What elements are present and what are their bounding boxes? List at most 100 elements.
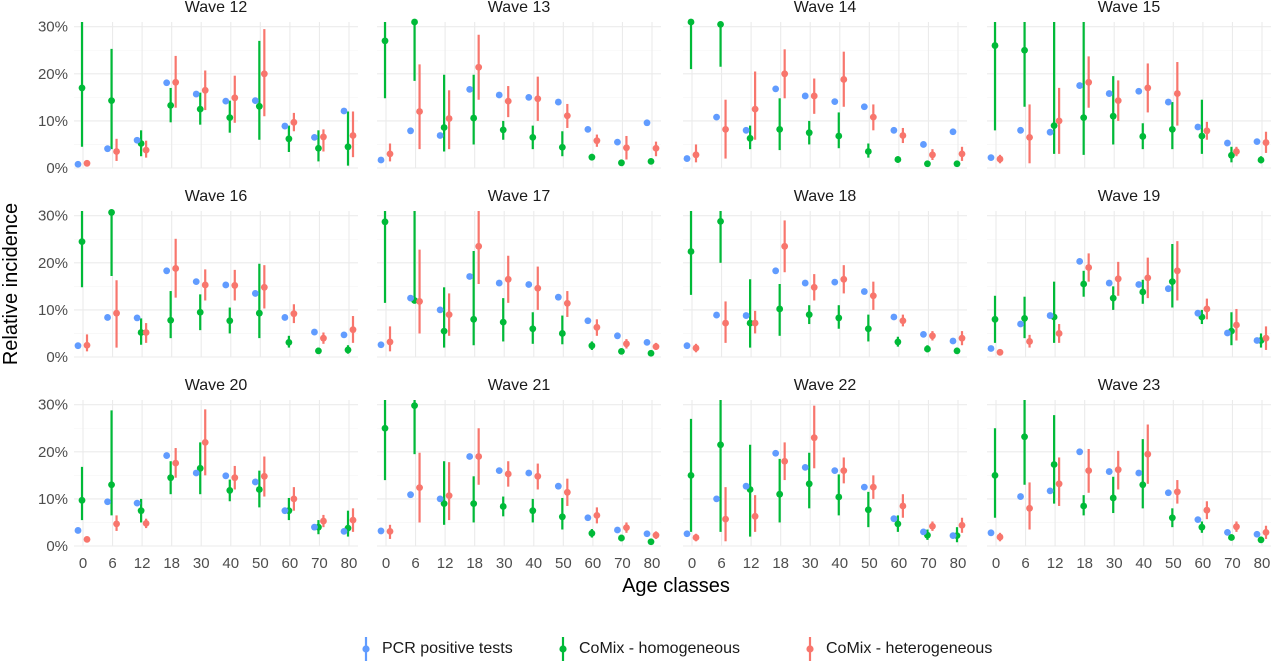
hetero-point	[840, 275, 848, 283]
pcr-point	[466, 85, 474, 93]
pcr-point	[436, 132, 444, 139]
pcr-point	[1017, 320, 1024, 328]
hetero-point	[1026, 504, 1033, 512]
homo-point	[588, 342, 596, 350]
homo-point	[344, 143, 352, 151]
pcr-point	[104, 145, 111, 153]
x-tick-label: 50	[555, 555, 572, 572]
homo-point	[647, 158, 655, 165]
pcr-point	[713, 495, 720, 503]
pcr-point	[949, 532, 957, 540]
homo-point	[618, 159, 625, 167]
hetero-point	[751, 319, 759, 327]
hetero-point	[652, 531, 660, 539]
homo-point	[470, 114, 478, 122]
homo-point	[776, 305, 784, 313]
pcr-point	[466, 453, 474, 460]
panel-title: Wave 19	[1098, 188, 1161, 205]
x-tick-label: 12	[1047, 555, 1064, 572]
pcr-point	[222, 281, 230, 289]
x-tick-label: 60	[585, 555, 602, 572]
hetero-point	[840, 467, 848, 475]
pcr-point	[436, 495, 444, 503]
hetero-point	[996, 533, 1004, 541]
hetero-point	[260, 70, 268, 78]
panel-background	[683, 211, 967, 357]
homo-point	[1109, 112, 1117, 120]
homo-point	[411, 18, 418, 26]
homo-point	[1168, 514, 1176, 522]
homo-point	[1168, 278, 1176, 286]
pcr-point	[163, 452, 171, 459]
hetero-point	[201, 438, 209, 446]
panel-background	[74, 400, 358, 546]
x-tick-label: 18	[772, 555, 789, 572]
y-tick-label: 20%	[38, 444, 68, 461]
homo-point	[805, 129, 813, 137]
homo-point	[1168, 125, 1176, 133]
homo-point	[1109, 494, 1117, 502]
pcr-point	[1135, 469, 1143, 477]
hetero-point	[1262, 334, 1270, 342]
homo-point	[1109, 294, 1117, 302]
y-tick-label: 30%	[38, 397, 68, 414]
hetero-point	[172, 459, 180, 467]
homo-point	[1080, 280, 1088, 288]
panel-title: Wave 16	[185, 188, 248, 205]
pcr-point	[643, 339, 651, 346]
homo-point	[991, 315, 999, 323]
hetero-point	[781, 457, 789, 465]
homo-point	[167, 316, 175, 324]
hetero-point	[113, 309, 120, 317]
pcr-point	[104, 498, 111, 506]
hetero-point	[142, 146, 150, 154]
y-tick-label: 30%	[38, 208, 68, 225]
pcr-point	[554, 293, 562, 301]
x-tick-label: 30	[802, 555, 819, 572]
x-tick-label: 40	[222, 555, 239, 572]
hetero-point	[810, 434, 818, 442]
hetero-point	[83, 341, 91, 349]
pcr-point	[831, 467, 839, 475]
x-tick-label: 80	[1254, 555, 1271, 572]
pcr-point	[713, 113, 720, 121]
homo-point	[776, 125, 784, 133]
pcr-point	[742, 482, 750, 490]
pcr-point	[1194, 516, 1202, 524]
pcr-point	[554, 482, 562, 490]
hetero-point	[781, 70, 789, 78]
hetero-point	[869, 292, 877, 300]
hetero-point	[1233, 523, 1240, 531]
facet-panels: Wave 12 0% 10% 20% 30% Wave 13 Wave 14 Wave 15 W…	[38, 0, 1271, 572]
pcr-point	[920, 141, 927, 148]
hetero-point	[652, 343, 660, 351]
pcr-point	[772, 85, 780, 93]
pcr-point	[920, 528, 927, 536]
homo-point	[137, 507, 145, 515]
x-axis-label: Age classes	[622, 575, 730, 597]
facet-panel: Wave 15	[987, 0, 1271, 169]
x-tick-label: 0	[688, 555, 696, 572]
hetero-point	[320, 133, 327, 141]
hetero-point	[751, 105, 759, 113]
panel-background	[683, 400, 967, 546]
pcr-point	[407, 294, 414, 302]
panel-title: Wave 12	[185, 0, 248, 16]
homo-point	[1139, 481, 1147, 489]
hetero-point	[593, 137, 601, 145]
homo-point	[894, 156, 902, 163]
pcr-point	[643, 530, 651, 538]
pcr-point	[683, 342, 691, 350]
homo-point	[196, 464, 204, 472]
pcr-point	[614, 526, 621, 534]
panel-title: Wave 14	[794, 0, 857, 16]
pcr-point	[713, 311, 720, 319]
panel-title: Wave 21	[488, 377, 551, 394]
homo-point	[1257, 536, 1265, 544]
homo-point	[894, 338, 902, 346]
y-tick-label: 10%	[38, 113, 68, 130]
hetero-point	[475, 242, 483, 250]
homo-point	[746, 134, 754, 142]
homo-point	[440, 327, 448, 335]
